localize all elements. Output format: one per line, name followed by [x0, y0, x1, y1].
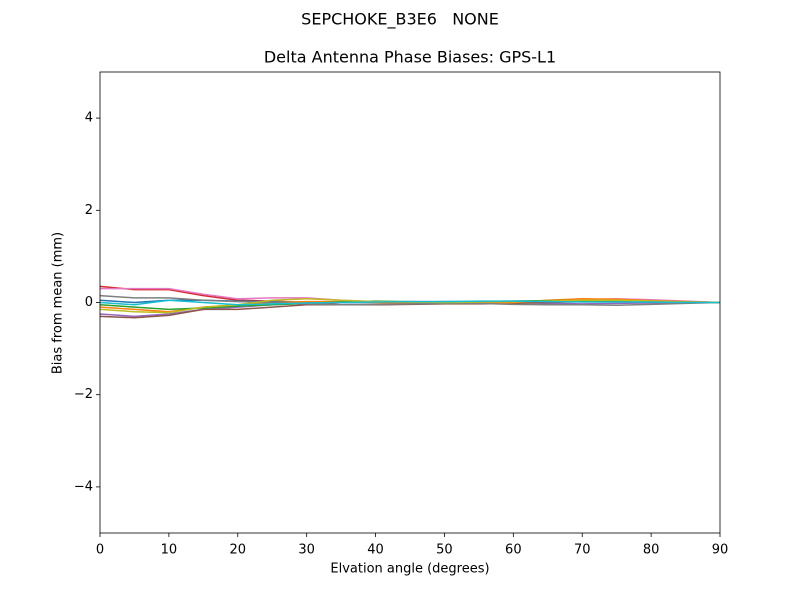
x-tick-label: 50	[436, 543, 453, 558]
x-tick-label: 30	[298, 543, 315, 558]
y-tick-label: 4	[85, 111, 93, 126]
x-tick-label: 80	[643, 543, 660, 558]
series-line	[99, 294, 721, 307]
x-tick-label: 40	[367, 543, 384, 558]
y-axis-label: Bias from mean (mm)	[51, 232, 66, 374]
y-tick-label: −2	[74, 387, 93, 402]
y-tick-label: 0	[85, 295, 93, 310]
x-tick-label: 70	[574, 543, 591, 558]
x-tick-label: 60	[505, 543, 522, 558]
x-tick-label: 0	[96, 543, 104, 558]
plot-frame	[99, 71, 721, 534]
x-tick-label: 20	[230, 543, 247, 558]
x-axis-label: Elvation angle (degrees)	[330, 562, 489, 577]
series-line	[99, 299, 720, 306]
suptitle: SEPCHOKE_B3E6 NONE	[301, 10, 499, 30]
y-tick-label: 2	[85, 203, 93, 218]
x-tick-label: 90	[712, 543, 729, 558]
x-tick-label: 10	[161, 543, 178, 558]
chart-title: Delta Antenna Phase Biases: GPS-L1	[264, 48, 556, 67]
y-tick-label: −4	[74, 479, 93, 494]
